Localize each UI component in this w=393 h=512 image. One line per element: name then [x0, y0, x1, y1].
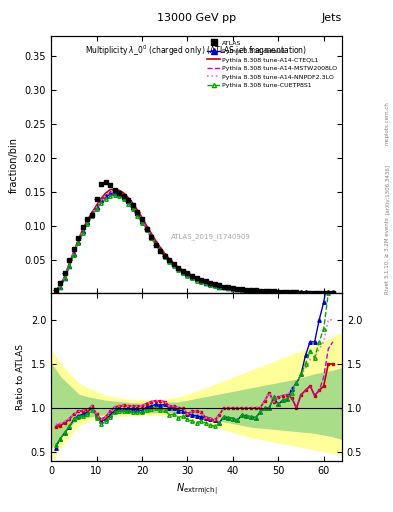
Text: ATLAS_2019_I1740909: ATLAS_2019_I1740909 — [171, 233, 251, 240]
Text: mcplots.cern.ch: mcplots.cern.ch — [385, 101, 389, 145]
Line: Pythia 8.308 tune-A14-CTEQL1: Pythia 8.308 tune-A14-CTEQL1 — [56, 189, 333, 293]
Y-axis label: fraction/bin: fraction/bin — [9, 137, 19, 193]
Pythia 8.308 tune-CUETP8S1 — [76, 240, 81, 246]
Pythia 8.308 tune-A14-CTEQL1 — [108, 186, 112, 193]
Pythia 8.308 tune-CUETP8S1 — [108, 193, 112, 199]
Pythia 8.308 tune-CUETP8S1 — [321, 290, 326, 296]
Pythia 8.308 tune-A14-NNPDF2.3LO — [194, 277, 199, 283]
Pythia 8.308 tune-A14-CTEQL1 — [112, 186, 117, 192]
Pythia 8.308 tune-CUETP8S1 — [331, 289, 335, 295]
Pythia 8.308 default — [108, 190, 112, 196]
Pythia 8.308 tune-CUETP8S1 — [226, 285, 231, 291]
Line: Pythia 8.308 default: Pythia 8.308 default — [53, 191, 335, 295]
Pythia 8.308 tune-CUETP8S1 — [194, 278, 199, 284]
Pythia 8.308 tune-CUETP8S1 — [112, 192, 117, 198]
Pythia 8.308 tune-A14-CTEQL1 — [194, 275, 199, 282]
Pythia 8.308 tune-A14-MSTW2008LO — [194, 277, 199, 283]
Pythia 8.308 tune-CUETP8S1 — [299, 289, 303, 295]
Pythia 8.308 default — [76, 239, 81, 245]
Pythia 8.308 tune-A14-MSTW2008LO — [130, 204, 135, 210]
Pythia 8.308 tune-A14-MSTW2008LO — [53, 288, 58, 294]
Pythia 8.308 tune-A14-MSTW2008LO — [226, 285, 231, 291]
Line: Pythia 8.308 tune-A14-NNPDF2.3LO: Pythia 8.308 tune-A14-NNPDF2.3LO — [56, 191, 333, 293]
Pythia 8.308 tune-A14-NNPDF2.3LO — [53, 288, 58, 294]
Pythia 8.308 tune-A14-NNPDF2.3LO — [331, 289, 335, 295]
Pythia 8.308 tune-A14-NNPDF2.3LO — [112, 188, 117, 195]
Text: Jets: Jets — [321, 13, 342, 23]
Pythia 8.308 default — [130, 204, 135, 210]
X-axis label: $N_{\mathrm{extrm|ch|}}$: $N_{\mathrm{extrm|ch|}}$ — [176, 481, 217, 497]
Pythia 8.308 tune-A14-MSTW2008LO — [331, 289, 335, 295]
Text: [arXiv:1306.3436]: [arXiv:1306.3436] — [385, 164, 389, 215]
Pythia 8.308 tune-A14-MSTW2008LO — [112, 188, 117, 195]
Line: Pythia 8.308 tune-A14-MSTW2008LO: Pythia 8.308 tune-A14-MSTW2008LO — [56, 191, 333, 293]
Pythia 8.308 default — [331, 289, 335, 295]
Pythia 8.308 tune-A14-NNPDF2.3LO — [76, 238, 81, 244]
Pythia 8.308 tune-A14-CTEQL1 — [299, 289, 303, 295]
Pythia 8.308 tune-A14-CTEQL1 — [53, 288, 58, 294]
Y-axis label: Ratio to ATLAS: Ratio to ATLAS — [16, 344, 25, 410]
Legend: ATLAS, Pythia 8.308 default, Pythia 8.308 tune-A14-CTEQL1, Pythia 8.308 tune-A14: ATLAS, Pythia 8.308 default, Pythia 8.30… — [205, 38, 340, 91]
Text: Rivet 3.1.10, ≥ 3.2M events: Rivet 3.1.10, ≥ 3.2M events — [385, 218, 389, 294]
Text: Multiplicity $\lambda\_0^0$ (charged only) (ATLAS jet fragmentation): Multiplicity $\lambda\_0^0$ (charged onl… — [85, 44, 308, 58]
Line: Pythia 8.308 tune-CUETP8S1: Pythia 8.308 tune-CUETP8S1 — [54, 194, 334, 294]
Text: 13000 GeV pp: 13000 GeV pp — [157, 13, 236, 23]
Pythia 8.308 default — [299, 289, 303, 295]
Pythia 8.308 tune-A14-CTEQL1 — [76, 237, 81, 243]
Pythia 8.308 tune-A14-MSTW2008LO — [108, 189, 112, 196]
Pythia 8.308 default — [226, 285, 231, 291]
Pythia 8.308 default — [194, 276, 199, 282]
Pythia 8.308 tune-A14-NNPDF2.3LO — [299, 289, 303, 295]
Pythia 8.308 tune-A14-MSTW2008LO — [76, 238, 81, 244]
Pythia 8.308 tune-A14-CTEQL1 — [130, 200, 135, 206]
Pythia 8.308 tune-A14-NNPDF2.3LO — [321, 290, 326, 296]
Pythia 8.308 tune-A14-CTEQL1 — [226, 284, 231, 290]
Pythia 8.308 tune-CUETP8S1 — [53, 288, 58, 294]
Pythia 8.308 tune-A14-MSTW2008LO — [321, 290, 326, 296]
Pythia 8.308 tune-CUETP8S1 — [130, 206, 135, 212]
Pythia 8.308 default — [317, 290, 321, 296]
Pythia 8.308 default — [53, 288, 58, 294]
Pythia 8.308 tune-A14-CTEQL1 — [331, 289, 335, 295]
Pythia 8.308 tune-A14-NNPDF2.3LO — [130, 204, 135, 210]
Pythia 8.308 default — [112, 190, 117, 196]
Pythia 8.308 tune-A14-NNPDF2.3LO — [108, 189, 112, 196]
Pythia 8.308 tune-A14-NNPDF2.3LO — [226, 285, 231, 291]
Pythia 8.308 tune-A14-CTEQL1 — [321, 290, 326, 296]
Pythia 8.308 tune-A14-MSTW2008LO — [299, 289, 303, 295]
